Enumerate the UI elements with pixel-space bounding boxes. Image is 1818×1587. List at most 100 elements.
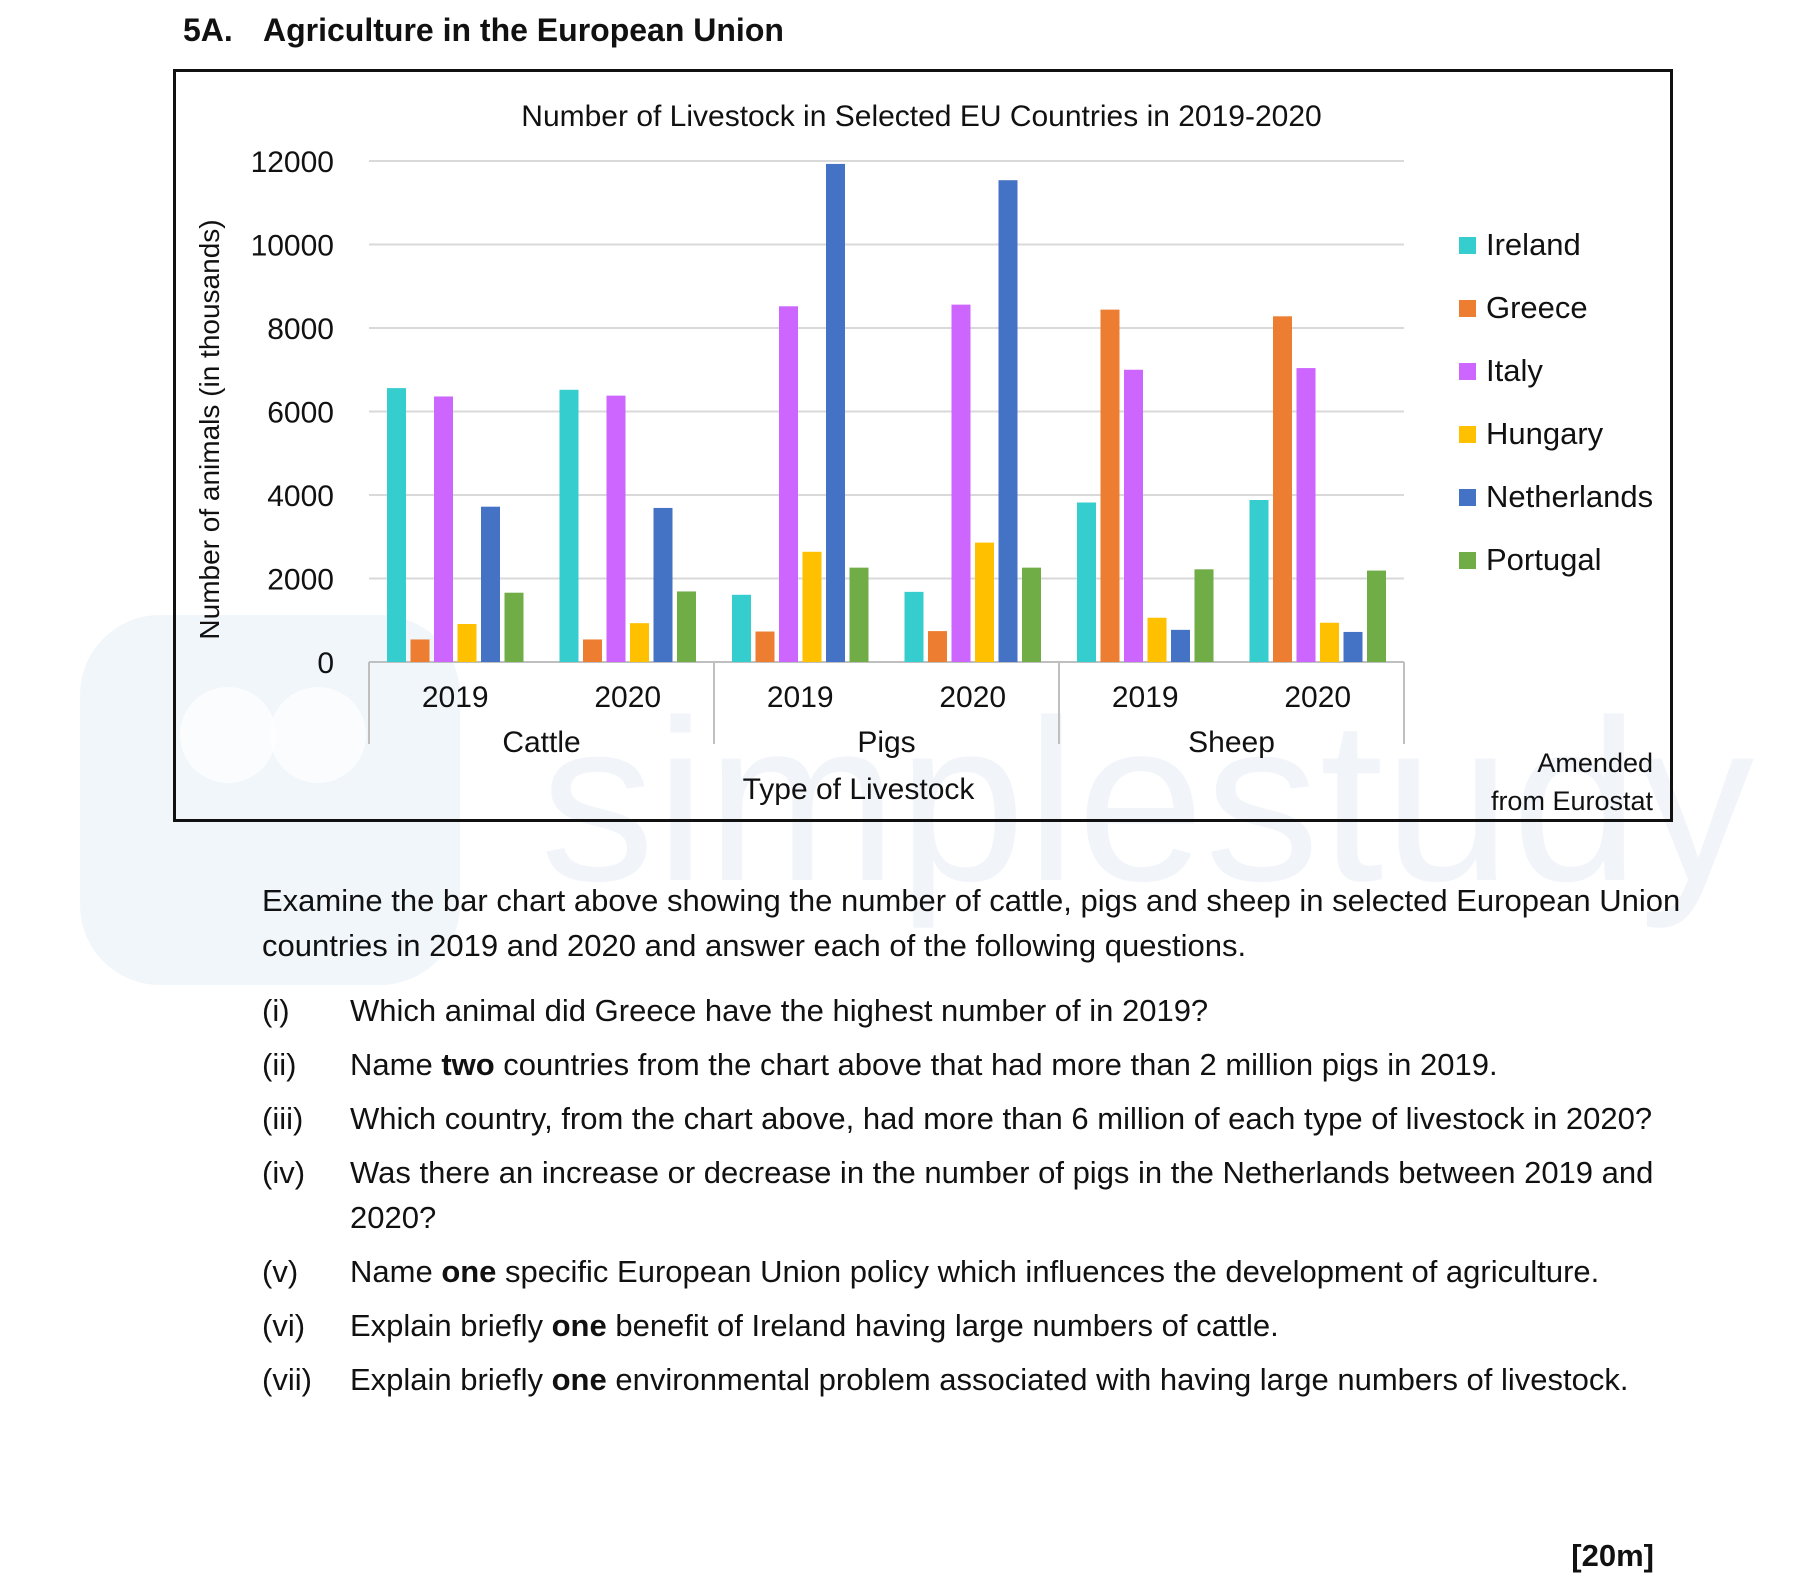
y-tick-label: 4000 xyxy=(267,480,334,513)
question-text-part: Which country, from the chart above, had… xyxy=(350,1101,1653,1136)
question-item-text: Name one specific European Union policy … xyxy=(350,1249,1682,1294)
x-tick-label: 2019 xyxy=(1112,681,1179,714)
question-item-number: (v) xyxy=(262,1254,299,1289)
bar-italy-4 xyxy=(1124,369,1143,662)
question-item-number: (vi) xyxy=(262,1308,306,1343)
bar-italy-5 xyxy=(1296,368,1316,662)
bar-netherlands-4 xyxy=(1171,629,1190,662)
question-emphasis: two xyxy=(441,1047,495,1082)
question-item-text: Was there an increase or decrease in the… xyxy=(350,1150,1682,1240)
question-text-part: Name xyxy=(350,1047,442,1082)
bar-netherlands-2 xyxy=(826,163,845,663)
bar-hungary-1 xyxy=(630,623,649,662)
question-item-number: (iii) xyxy=(262,1101,304,1136)
bar-italy-1 xyxy=(606,395,626,662)
bar-hungary-3 xyxy=(975,542,994,662)
bar-portugal-1 xyxy=(677,591,696,662)
question-heading: 5A. Agriculture in the European Union xyxy=(183,12,784,49)
bar-ireland-4 xyxy=(1077,502,1096,662)
y-tick-label: 2000 xyxy=(267,564,334,597)
legend-entry: Portugal xyxy=(1486,542,1601,577)
legend-swatch-hungary xyxy=(1459,426,1476,443)
chart-title: Number of Livestock in Selected EU Count… xyxy=(521,100,1321,133)
question-text-part: environmental problem associated with ha… xyxy=(606,1362,1629,1397)
bar-netherlands-5 xyxy=(1343,631,1363,662)
question-item: (vii) Explain briefly one environmental p… xyxy=(262,1357,1682,1402)
watermark-text: simplestudy xyxy=(540,672,1754,929)
bar-chart: Number of Livestock in Selected EU Count… xyxy=(194,100,1653,806)
x-tick-label: 2020 xyxy=(1284,681,1351,714)
x-group-label: Cattle xyxy=(502,726,580,759)
watermark-logo-eye-left xyxy=(180,687,276,783)
bar-greece-5 xyxy=(1273,316,1292,662)
question-item-number: (i) xyxy=(262,993,290,1028)
legend-swatch-portugal xyxy=(1459,552,1476,569)
source-line-2: from Eurostat xyxy=(1490,786,1653,816)
x-group-label: Sheep xyxy=(1188,726,1275,759)
bar-greece-0 xyxy=(410,639,430,662)
question-item: (i) Which animal did Greece have the high… xyxy=(262,988,1682,1033)
chart-frame: Number of Livestock in Selected EU Count… xyxy=(173,69,1673,822)
bar-hungary-0 xyxy=(457,624,477,662)
question-emphasis: one xyxy=(551,1362,607,1397)
question-item: (iii) Which country, from the chart above… xyxy=(262,1096,1682,1141)
legend-entry: Ireland xyxy=(1486,227,1581,262)
legend-entry: Greece xyxy=(1486,290,1588,325)
question-item: (iv) Was there an increase or decrease in… xyxy=(262,1150,1682,1240)
question-item-text: Name two countries from the chart above … xyxy=(350,1042,1682,1087)
x-tick-label: 2020 xyxy=(594,681,661,714)
question-item: (vi) Explain briefly one benefit of Irela… xyxy=(262,1303,1682,1348)
legend-entry: Hungary xyxy=(1486,416,1604,451)
bar-portugal-3 xyxy=(1022,567,1041,662)
bar-hungary-4 xyxy=(1147,617,1167,662)
question-item-text: Which animal did Greece have the highest… xyxy=(350,988,1682,1033)
question-item-text: Explain briefly one environmental proble… xyxy=(350,1357,1682,1402)
question-number: 5A. xyxy=(183,12,233,48)
question-text-part: Which animal did Greece have the highest… xyxy=(350,993,1209,1028)
question-item-number: (vii) xyxy=(262,1362,312,1397)
question-item-number: (iv) xyxy=(262,1155,306,1190)
y-tick-label: 12000 xyxy=(251,146,334,179)
y-axis-label: Number of animals (in thousands) xyxy=(194,219,225,639)
x-axis-label: Type of Livestock xyxy=(743,773,976,806)
bar-portugal-5 xyxy=(1367,570,1386,662)
y-tick-label: 8000 xyxy=(267,313,334,346)
question-text-part: Was there an increase or decrease in the… xyxy=(350,1155,1654,1235)
bar-ireland-0 xyxy=(387,388,406,662)
bar-greece-4 xyxy=(1100,309,1120,662)
bar-greece-1 xyxy=(583,639,602,662)
x-tick-label: 2019 xyxy=(767,681,834,714)
legend-entry: Netherlands xyxy=(1486,479,1653,514)
y-tick-label: 6000 xyxy=(267,397,334,430)
chart-source: Amended from Eurostat xyxy=(1491,744,1653,820)
bar-netherlands-3 xyxy=(998,180,1018,662)
intro-text: Examine the bar chart above showing the … xyxy=(262,883,1681,963)
question-emphasis: one xyxy=(441,1254,497,1289)
question-list: (i) Which animal did Greece have the high… xyxy=(262,988,1682,1411)
question-item-number: (ii) xyxy=(262,1047,297,1082)
question-text-part: specific European Union policy which inf… xyxy=(496,1254,1600,1289)
bar-italy-3 xyxy=(951,304,971,662)
question-item: (v) Name one specific European Union poli… xyxy=(262,1249,1682,1294)
question-text-part: Explain briefly xyxy=(350,1362,552,1397)
question-item-text: Which country, from the chart above, had… xyxy=(350,1096,1682,1141)
question-title: Agriculture in the European Union xyxy=(263,12,784,48)
bar-greece-2 xyxy=(755,631,775,662)
x-group-label: Pigs xyxy=(857,726,915,759)
bar-portugal-0 xyxy=(504,592,524,662)
question-text-part: Explain briefly xyxy=(350,1308,552,1343)
x-tick-label: 2020 xyxy=(939,681,1006,714)
bar-ireland-1 xyxy=(559,389,579,662)
legend-swatch-greece xyxy=(1459,300,1476,317)
source-line-1: Amended xyxy=(1537,748,1653,778)
legend-swatch-italy xyxy=(1459,363,1476,380)
bar-portugal-4 xyxy=(1194,569,1214,662)
y-tick-label: 0 xyxy=(317,647,334,680)
bar-ireland-2 xyxy=(732,594,751,662)
bar-hungary-5 xyxy=(1320,622,1339,662)
bar-netherlands-0 xyxy=(481,506,500,662)
bar-italy-0 xyxy=(434,396,453,662)
legend-entry: Italy xyxy=(1486,353,1543,388)
bar-italy-2 xyxy=(779,306,798,662)
y-tick-label: 10000 xyxy=(251,230,334,263)
